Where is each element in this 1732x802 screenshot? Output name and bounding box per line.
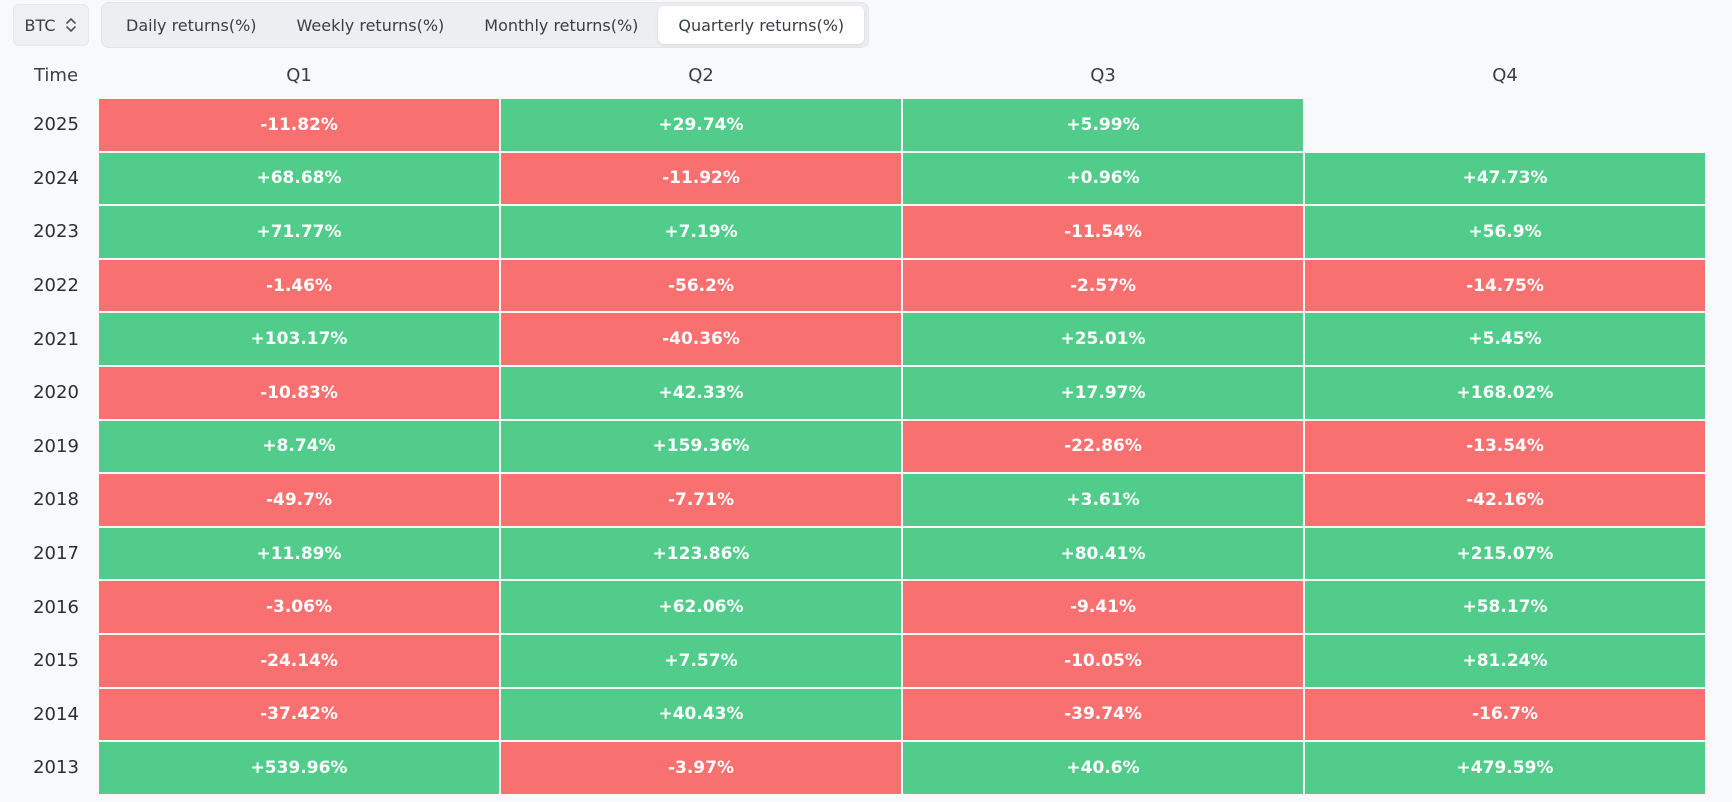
column-header-q4: Q4 (1492, 64, 1518, 86)
return-cell-q2[interactable]: -40.36% (501, 313, 901, 365)
return-cell-q3[interactable]: +5.99% (903, 99, 1303, 151)
return-cell-q1[interactable]: +11.89% (99, 527, 499, 580)
return-cell-q3[interactable]: -2.57% (903, 259, 1303, 312)
return-cell-q2[interactable]: +159.36% (501, 420, 901, 473)
return-cell-q3[interactable]: -11.54% (903, 206, 1303, 258)
return-cell-q4[interactable]: +58.17% (1305, 581, 1705, 633)
return-cell-q4[interactable]: +81.24% (1305, 634, 1705, 687)
column-header-time: Time (33, 64, 79, 86)
tab-monthly-returns[interactable]: Monthly returns(%) (484, 15, 639, 35)
return-cell-q3[interactable]: -10.05% (903, 634, 1303, 687)
return-cell-q1[interactable]: +68.68% (99, 152, 499, 205)
return-cell-q4[interactable]: -16.7% (1305, 688, 1705, 741)
return-cell-q3[interactable]: +17.97% (903, 366, 1303, 419)
coin-selector-value: BTC (24, 15, 56, 35)
return-cell-q2[interactable]: +123.86% (501, 527, 901, 580)
return-cell-q2[interactable]: +42.33% (501, 366, 901, 419)
tab-daily-returns[interactable]: Daily returns(%) (126, 15, 257, 35)
column-header-q3: Q3 (1090, 64, 1116, 86)
return-cell-q2[interactable]: +62.06% (501, 581, 901, 633)
return-cell-q4[interactable]: +56.9% (1305, 206, 1705, 258)
toolbar: BTC Daily returns(%) Weekly returns(%) M… (13, 2, 870, 48)
return-cell-q3[interactable]: +80.41% (903, 527, 1303, 580)
return-cell-q2[interactable]: -7.71% (501, 474, 901, 526)
column-header-q1: Q1 (286, 64, 312, 86)
quarterly-returns-table: Time Q1 Q2 Q3 Q4 2025 -11.82% +29.74% +5.99… (14, 52, 1706, 795)
return-cell-q2[interactable]: -56.2% (501, 259, 901, 312)
return-cell-q2[interactable]: +7.19% (501, 206, 901, 258)
return-cell-q3[interactable]: +3.61% (903, 474, 1303, 526)
return-cell-q1[interactable]: +539.96% (99, 742, 499, 794)
return-cell-q1[interactable]: -49.7% (99, 474, 499, 526)
return-cell-q1[interactable]: -11.82% (99, 99, 499, 151)
return-cell-q4[interactable]: +47.73% (1305, 152, 1705, 205)
return-cell-q4 (1305, 99, 1705, 151)
row-year-label: 2025 (33, 114, 79, 136)
return-cell-q2[interactable]: -3.97% (501, 742, 901, 794)
return-cell-q4[interactable]: +215.07% (1305, 527, 1705, 580)
return-cell-q2[interactable]: -11.92% (501, 152, 901, 205)
return-cell-q4[interactable]: +5.45% (1305, 313, 1705, 365)
row-year-label: 2020 (33, 382, 79, 404)
tab-weekly-returns[interactable]: Weekly returns(%) (296, 15, 445, 35)
return-cell-q1[interactable]: +71.77% (99, 206, 499, 258)
row-year-label: 2014 (33, 703, 79, 725)
return-cell-q4[interactable]: +168.02% (1305, 366, 1705, 419)
return-cell-q1[interactable]: +8.74% (99, 420, 499, 473)
chevron-up-down-icon (66, 18, 77, 32)
row-year-label: 2022 (33, 275, 79, 297)
return-cell-q1[interactable]: -3.06% (99, 581, 499, 633)
return-cell-q3[interactable]: -9.41% (903, 581, 1303, 633)
return-cell-q1[interactable]: -1.46% (99, 259, 499, 312)
row-year-label: 2018 (33, 489, 79, 511)
return-cell-q1[interactable]: -37.42% (99, 688, 499, 741)
return-cell-q2[interactable]: +29.74% (501, 99, 901, 151)
return-period-tabs: Daily returns(%) Weekly returns(%) Month… (101, 2, 870, 48)
row-year-label: 2024 (33, 167, 79, 189)
row-year-label: 2019 (33, 435, 79, 457)
return-cell-q2[interactable]: +7.57% (501, 634, 901, 687)
return-cell-q2[interactable]: +40.43% (501, 688, 901, 741)
column-header-q2: Q2 (688, 64, 714, 86)
row-year-label: 2015 (33, 650, 79, 672)
tab-quarterly-returns[interactable]: Quarterly returns(%) (658, 6, 865, 44)
row-year-label: 2017 (33, 543, 79, 565)
return-cell-q1[interactable]: +103.17% (99, 313, 499, 365)
row-year-label: 2016 (33, 596, 79, 618)
return-cell-q3[interactable]: +25.01% (903, 313, 1303, 365)
return-cell-q3[interactable]: +0.96% (903, 152, 1303, 205)
coin-selector[interactable]: BTC (13, 4, 89, 46)
row-year-label: 2013 (33, 757, 79, 779)
return-cell-q3[interactable]: -39.74% (903, 688, 1303, 741)
row-year-label: 2023 (33, 221, 79, 243)
return-cell-q4[interactable]: +479.59% (1305, 742, 1705, 794)
return-cell-q1[interactable]: -24.14% (99, 634, 499, 687)
return-cell-q4[interactable]: -42.16% (1305, 474, 1705, 526)
return-cell-q3[interactable]: -22.86% (903, 420, 1303, 473)
return-cell-q4[interactable]: -14.75% (1305, 259, 1705, 312)
return-cell-q3[interactable]: +40.6% (903, 742, 1303, 794)
return-cell-q4[interactable]: -13.54% (1305, 420, 1705, 473)
return-cell-q1[interactable]: -10.83% (99, 366, 499, 419)
row-year-label: 2021 (33, 328, 79, 350)
